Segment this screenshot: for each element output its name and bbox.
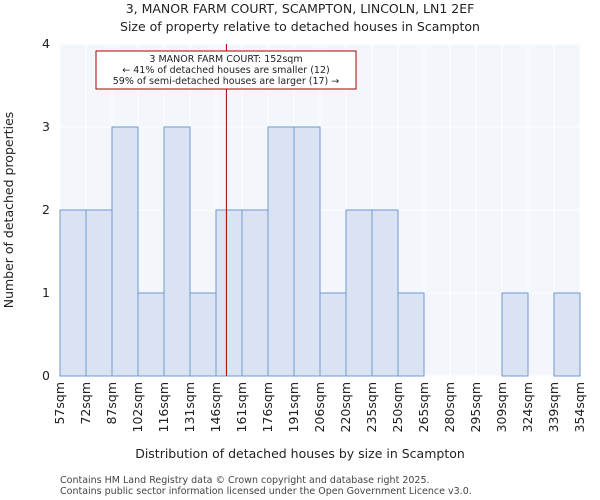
histogram-bar bbox=[111, 126, 139, 377]
x-tick-label: 250sqm bbox=[390, 382, 405, 432]
x-tick-label: 176sqm bbox=[260, 382, 275, 432]
x-tick-label: 295sqm bbox=[468, 382, 483, 432]
x-tick-label: 339sqm bbox=[546, 382, 561, 432]
x-tick-label: 146sqm bbox=[208, 382, 223, 432]
x-axis-ticks: 57sqm 72sqm 87sqm 102sqm 116sqm 131sqm 146sqm 1… bbox=[52, 382, 587, 432]
y-tick-label: 1 bbox=[42, 285, 50, 300]
x-tick-label: 191sqm bbox=[286, 382, 301, 432]
histogram-bar bbox=[267, 126, 295, 377]
histogram-bar bbox=[59, 209, 87, 377]
histogram-bar bbox=[241, 209, 269, 377]
x-tick-label: 161sqm bbox=[234, 382, 249, 432]
chart-title: 3, MANOR FARM COURT, SCAMPTON, LINCOLN, … bbox=[126, 1, 475, 16]
histogram-bar bbox=[371, 209, 399, 377]
annotation-box: 3 MANOR FARM COURT: 152sqm ← 41% of deta… bbox=[95, 50, 357, 90]
x-tick-label: 116sqm bbox=[156, 382, 171, 432]
annotation-line-3: 59% of semi-detached houses are larger (… bbox=[113, 76, 340, 87]
x-tick-label: 87sqm bbox=[104, 382, 119, 425]
x-tick-label: 57sqm bbox=[52, 382, 67, 425]
histogram-bar bbox=[215, 209, 243, 377]
x-tick-label: 235sqm bbox=[364, 382, 379, 432]
x-tick-label: 354sqm bbox=[572, 382, 587, 432]
histogram-bar bbox=[501, 292, 529, 377]
annotation-frame bbox=[95, 50, 357, 90]
histogram-bar bbox=[397, 292, 425, 377]
y-axis-label: Number of detached properties bbox=[1, 112, 16, 309]
x-axis-label: Distribution of detached houses by size … bbox=[135, 446, 465, 461]
histogram-bar bbox=[85, 209, 113, 377]
x-tick-label: 206sqm bbox=[312, 382, 327, 432]
y-tick-label: 0 bbox=[42, 368, 50, 383]
histogram-bar bbox=[319, 292, 347, 377]
x-tick-label: 72sqm bbox=[78, 382, 93, 425]
x-tick-label: 131sqm bbox=[182, 382, 197, 432]
footer-line-1: Contains HM Land Registry data © Crown c… bbox=[60, 475, 430, 486]
footer-line-2: Contains public sector information licen… bbox=[60, 486, 472, 497]
x-tick-label: 220sqm bbox=[338, 382, 353, 432]
plot-area: 3 MANOR FARM COURT: 152sqm ← 41% of deta… bbox=[59, 43, 581, 377]
histogram-bar bbox=[293, 126, 321, 377]
annotation-line-2: ← 41% of detached houses are smaller (12… bbox=[122, 65, 329, 76]
x-tick-label: 280sqm bbox=[442, 382, 457, 432]
histogram-bar bbox=[345, 209, 373, 377]
y-axis-ticks: 0 1 2 3 4 bbox=[42, 36, 50, 383]
annotation-line-1: 3 MANOR FARM COURT: 152sqm bbox=[149, 54, 302, 65]
y-tick-label: 2 bbox=[42, 202, 50, 217]
y-tick-label: 4 bbox=[42, 36, 50, 51]
chart-subtitle: Size of property relative to detached ho… bbox=[120, 19, 480, 34]
x-tick-label: 102sqm bbox=[130, 382, 145, 432]
histogram-bar bbox=[137, 292, 165, 377]
histogram-bar bbox=[163, 126, 191, 377]
y-tick-label: 3 bbox=[42, 119, 50, 134]
x-tick-label: 324sqm bbox=[520, 382, 535, 432]
x-tick-label: 309sqm bbox=[494, 382, 509, 432]
x-tick-label: 265sqm bbox=[416, 382, 431, 432]
histogram-bar bbox=[189, 292, 217, 377]
bars bbox=[59, 126, 581, 377]
histogram-bar bbox=[553, 292, 581, 377]
